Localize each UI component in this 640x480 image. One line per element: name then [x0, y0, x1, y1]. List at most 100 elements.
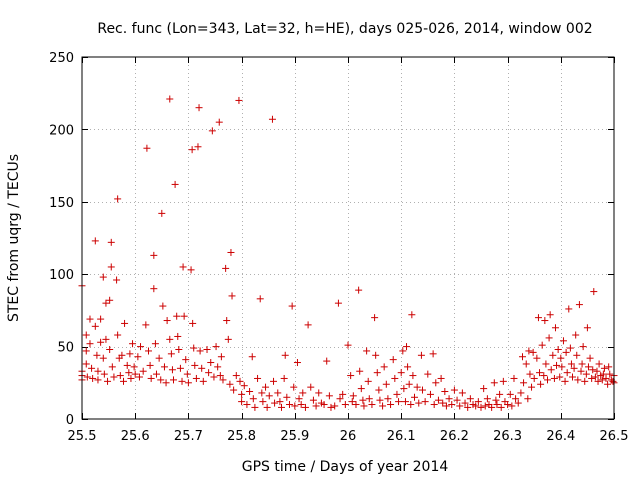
- data-point: [114, 195, 122, 203]
- axis-ticks: 25.5 25.6 25.7 25.8 25.9 26 26.1 26.2 26.3 26.4 26…: [49, 51, 628, 444]
- data-point: [299, 389, 307, 397]
- data-point: [542, 360, 550, 368]
- data-point: [219, 376, 227, 384]
- data-point: [373, 369, 381, 377]
- data-point: [263, 403, 271, 411]
- x-tick-label: 25.6: [121, 429, 150, 444]
- data-point: [405, 380, 413, 388]
- data-point: [418, 386, 426, 394]
- data-point: [399, 347, 407, 355]
- data-point: [387, 401, 395, 409]
- data-point: [550, 374, 558, 382]
- data-point: [116, 372, 124, 380]
- data-point: [510, 374, 518, 382]
- data-point: [131, 370, 139, 378]
- data-point: [238, 390, 246, 398]
- data-point: [102, 335, 110, 343]
- data-point: [432, 379, 440, 387]
- data-point: [135, 373, 143, 381]
- data-point: [556, 373, 564, 381]
- data-point: [207, 359, 215, 367]
- data-point: [301, 403, 309, 411]
- data-point: [426, 390, 434, 398]
- data-point: [283, 393, 291, 401]
- data-point: [158, 209, 166, 217]
- data-point: [259, 398, 267, 406]
- data-point: [285, 401, 293, 409]
- data-point: [102, 299, 110, 307]
- data-point: [380, 363, 388, 371]
- data-point: [86, 340, 94, 348]
- data-point: [240, 382, 248, 390]
- data-point: [429, 350, 437, 358]
- data-point: [581, 377, 589, 385]
- data-point: [401, 398, 409, 406]
- data-point: [397, 369, 405, 377]
- data-point: [545, 334, 553, 342]
- data-point: [461, 399, 469, 407]
- data-point: [217, 353, 225, 361]
- data-point: [108, 363, 116, 371]
- data-point: [458, 389, 466, 397]
- data-point: [113, 276, 121, 284]
- data-point: [563, 369, 571, 377]
- data-point: [413, 383, 421, 391]
- data-point: [325, 392, 333, 400]
- data-point: [194, 143, 202, 151]
- data-point: [106, 296, 114, 304]
- data-point: [226, 380, 234, 388]
- data-point: [123, 361, 131, 369]
- data-point: [348, 398, 356, 406]
- data-point: [174, 332, 182, 340]
- x-tick-label: 26: [340, 429, 357, 444]
- data-point: [150, 251, 158, 259]
- data-point: [258, 389, 266, 397]
- data-point: [588, 374, 596, 382]
- data-point: [554, 345, 562, 353]
- data-point: [365, 395, 373, 403]
- data-point: [389, 356, 397, 364]
- x-tick-label: 26.3: [493, 429, 522, 444]
- x-tick-label: 25.7: [174, 429, 203, 444]
- data-point: [291, 402, 299, 410]
- x-tick-label: 26.4: [546, 429, 575, 444]
- data-point: [155, 354, 163, 362]
- data-point: [270, 377, 278, 385]
- data-point: [573, 351, 581, 359]
- x-tick-label: 26.5: [600, 429, 629, 444]
- data-point: [188, 146, 196, 154]
- data-point: [175, 345, 183, 353]
- data-point: [82, 331, 90, 339]
- data-point: [198, 364, 206, 372]
- data-point: [522, 360, 530, 368]
- data-point: [363, 347, 371, 355]
- data-point: [88, 364, 96, 372]
- data-point: [236, 377, 244, 385]
- data-point: [203, 345, 211, 353]
- data-point: [189, 319, 197, 327]
- data-point: [421, 398, 429, 406]
- data-point: [151, 340, 159, 348]
- data-point: [99, 273, 107, 281]
- data-point: [184, 379, 192, 387]
- data-point: [143, 144, 151, 152]
- data-point: [280, 374, 288, 382]
- data-point: [254, 374, 262, 382]
- data-point: [126, 350, 134, 358]
- data-point: [524, 395, 532, 403]
- data-point: [411, 393, 418, 401]
- data-point: [404, 363, 412, 371]
- data-point: [163, 317, 171, 325]
- data-point: [376, 396, 384, 404]
- data-point: [474, 398, 482, 406]
- data-point: [82, 360, 90, 368]
- data-point: [191, 361, 199, 369]
- data-point: [166, 335, 174, 343]
- data-point: [159, 302, 167, 310]
- data-point: [415, 399, 423, 407]
- data-point: [142, 321, 150, 329]
- data-point: [359, 396, 367, 404]
- data-point: [129, 340, 137, 348]
- data-point: [327, 403, 335, 411]
- data-point: [170, 376, 178, 384]
